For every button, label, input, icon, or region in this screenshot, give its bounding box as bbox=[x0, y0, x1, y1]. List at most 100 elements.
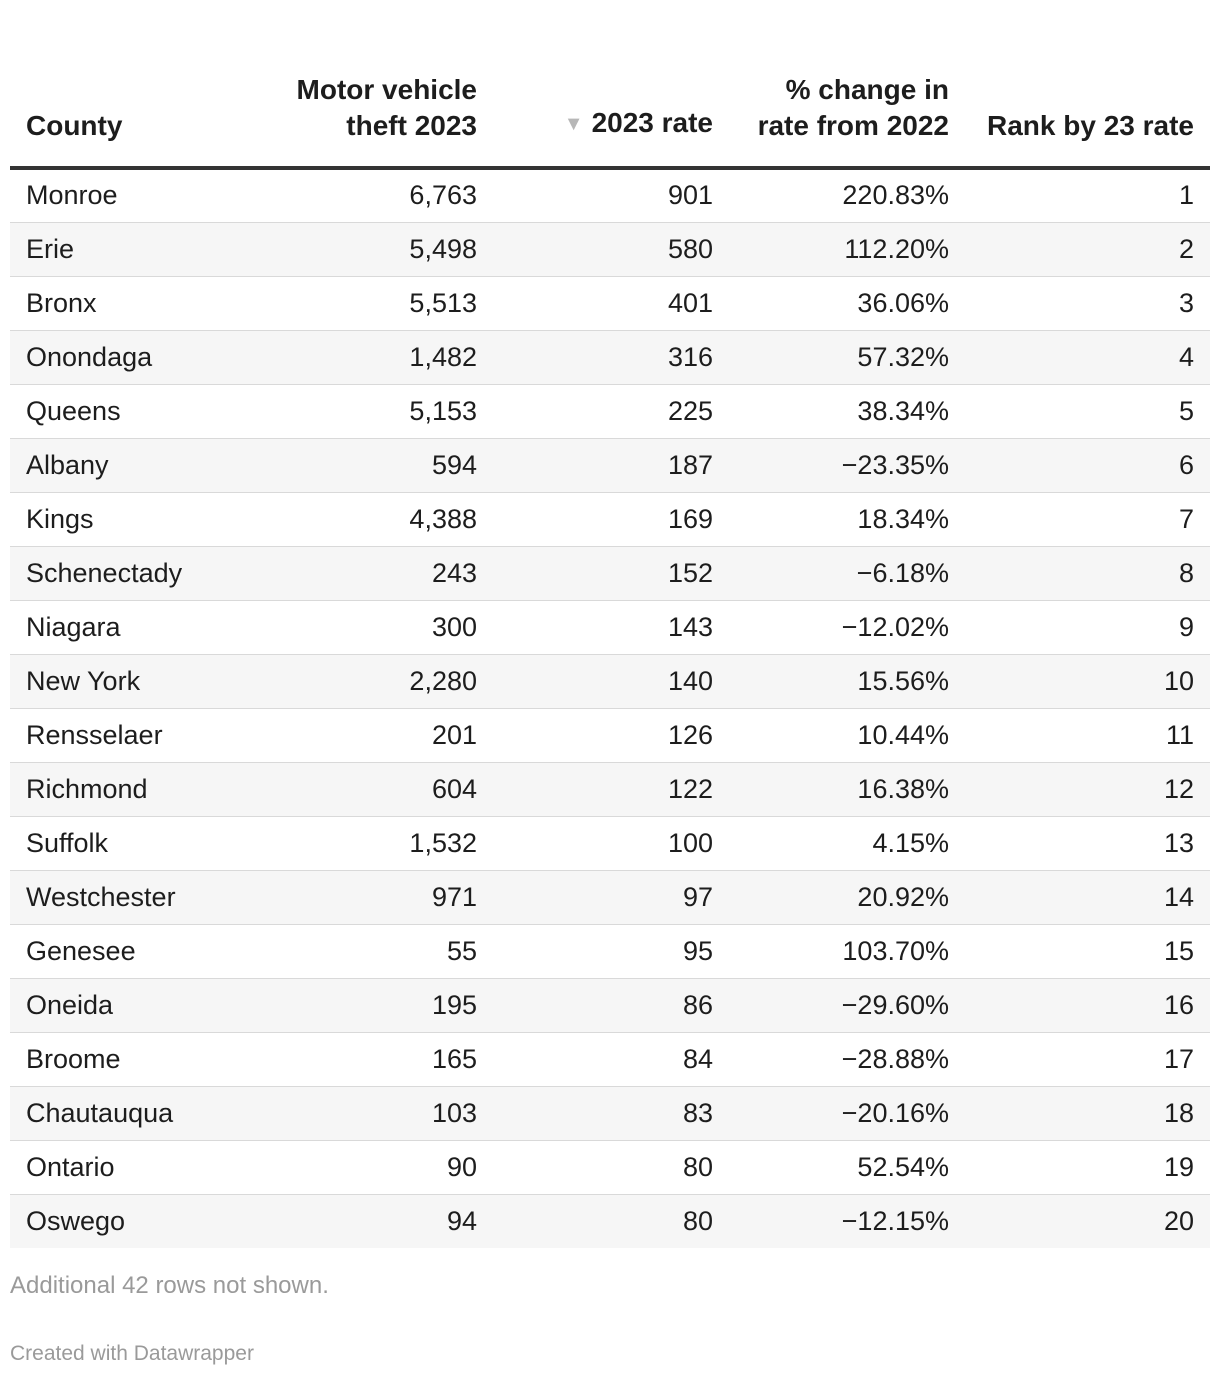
cell-rate: 86 bbox=[493, 978, 729, 1033]
cell-theft: 103 bbox=[260, 1086, 493, 1141]
cell-rank: 1 bbox=[965, 168, 1210, 223]
data-table-container: County Motor vehicle theft 2023 ▼ 2023 ra… bbox=[10, 0, 1210, 1248]
cell-change: 57.32% bbox=[729, 330, 965, 385]
cell-rate: 401 bbox=[493, 276, 729, 331]
cell-theft: 1,482 bbox=[260, 330, 493, 385]
cell-theft: 604 bbox=[260, 762, 493, 817]
table-row: Niagara 300 143 −12.02% 9 bbox=[10, 600, 1210, 655]
cell-county: Bronx bbox=[10, 276, 260, 331]
cell-rank: 5 bbox=[965, 384, 1210, 439]
cell-rate: 187 bbox=[493, 438, 729, 493]
cell-rate: 140 bbox=[493, 654, 729, 709]
cell-change: 103.70% bbox=[729, 924, 965, 979]
cell-theft: 594 bbox=[260, 438, 493, 493]
table-row: Monroe 6,763 901 220.83% 1 bbox=[10, 168, 1210, 223]
cell-county: Queens bbox=[10, 384, 260, 439]
cell-rank: 19 bbox=[965, 1140, 1210, 1195]
cell-rate: 122 bbox=[493, 762, 729, 817]
column-header-label: County bbox=[26, 110, 123, 141]
table-row: Suffolk 1,532 100 4.15% 13 bbox=[10, 816, 1210, 871]
column-header-rate[interactable]: ▼ 2023 rate bbox=[493, 0, 729, 170]
cell-rank: 20 bbox=[965, 1194, 1210, 1248]
table-header-row: County Motor vehicle theft 2023 ▼ 2023 ra… bbox=[10, 0, 1210, 170]
cell-change: 20.92% bbox=[729, 870, 965, 925]
table-row: Erie 5,498 580 112.20% 2 bbox=[10, 222, 1210, 277]
cell-change: 10.44% bbox=[729, 708, 965, 763]
cell-change: 36.06% bbox=[729, 276, 965, 331]
cell-county: Schenectady bbox=[10, 546, 260, 601]
cell-rank: 11 bbox=[965, 708, 1210, 763]
cell-county: Erie bbox=[10, 222, 260, 277]
cell-rank: 14 bbox=[965, 870, 1210, 925]
cell-county: Broome bbox=[10, 1032, 260, 1087]
cell-rate: 84 bbox=[493, 1032, 729, 1087]
cell-rate: 901 bbox=[493, 168, 729, 223]
cell-rate: 97 bbox=[493, 870, 729, 925]
column-header-change[interactable]: % change in rate from 2022 bbox=[729, 0, 965, 170]
table-row: Richmond 604 122 16.38% 12 bbox=[10, 762, 1210, 817]
cell-change: 18.34% bbox=[729, 492, 965, 547]
column-header-label: 2023 rate bbox=[591, 107, 713, 138]
cell-change: −29.60% bbox=[729, 978, 965, 1033]
crime-table: County Motor vehicle theft 2023 ▼ 2023 ra… bbox=[10, 0, 1210, 1248]
cell-rank: 9 bbox=[965, 600, 1210, 655]
cell-theft: 5,513 bbox=[260, 276, 493, 331]
cell-county: Monroe bbox=[10, 168, 260, 223]
sort-descending-icon: ▼ bbox=[563, 113, 584, 135]
cell-rank: 4 bbox=[965, 330, 1210, 385]
column-header-theft[interactable]: Motor vehicle theft 2023 bbox=[260, 0, 493, 170]
cell-rank: 12 bbox=[965, 762, 1210, 817]
cell-theft: 195 bbox=[260, 978, 493, 1033]
cell-rank: 10 bbox=[965, 654, 1210, 709]
cell-county: Niagara bbox=[10, 600, 260, 655]
table-row: Kings 4,388 169 18.34% 7 bbox=[10, 492, 1210, 547]
column-header-label: % change in rate from 2022 bbox=[757, 74, 949, 141]
cell-theft: 94 bbox=[260, 1194, 493, 1248]
cell-theft: 2,280 bbox=[260, 654, 493, 709]
table-row: Genesee 55 95 103.70% 15 bbox=[10, 924, 1210, 979]
cell-change: 16.38% bbox=[729, 762, 965, 817]
cell-rate: 83 bbox=[493, 1086, 729, 1141]
cell-change: 15.56% bbox=[729, 654, 965, 709]
table-row: Oswego 94 80 −12.15% 20 bbox=[10, 1194, 1210, 1248]
cell-rate: 169 bbox=[493, 492, 729, 547]
cell-rank: 18 bbox=[965, 1086, 1210, 1141]
cell-change: −20.16% bbox=[729, 1086, 965, 1141]
table-row: New York 2,280 140 15.56% 10 bbox=[10, 654, 1210, 709]
cell-rate: 143 bbox=[493, 600, 729, 655]
table-row: Westchester 971 97 20.92% 14 bbox=[10, 870, 1210, 925]
cell-rank: 3 bbox=[965, 276, 1210, 331]
column-header-label: Rank by 23 rate bbox=[987, 110, 1194, 141]
cell-county: Ontario bbox=[10, 1140, 260, 1195]
table-row: Queens 5,153 225 38.34% 5 bbox=[10, 384, 1210, 439]
column-header-rank[interactable]: Rank by 23 rate bbox=[965, 0, 1210, 170]
cell-theft: 165 bbox=[260, 1032, 493, 1087]
cell-change: −28.88% bbox=[729, 1032, 965, 1087]
cell-change: 112.20% bbox=[729, 222, 965, 277]
table-row: Chautauqua 103 83 −20.16% 18 bbox=[10, 1086, 1210, 1141]
datawrapper-credit: Created with Datawrapper bbox=[10, 1342, 254, 1365]
cell-county: Genesee bbox=[10, 924, 260, 979]
table-row: Oneida 195 86 −29.60% 16 bbox=[10, 978, 1210, 1033]
cell-rank: 7 bbox=[965, 492, 1210, 547]
cell-rate: 80 bbox=[493, 1140, 729, 1195]
table-row: Albany 594 187 −23.35% 6 bbox=[10, 438, 1210, 493]
cell-rank: 17 bbox=[965, 1032, 1210, 1087]
cell-theft: 6,763 bbox=[260, 168, 493, 223]
cell-rank: 8 bbox=[965, 546, 1210, 601]
cell-change: 220.83% bbox=[729, 168, 965, 223]
column-header-label: Motor vehicle theft 2023 bbox=[296, 74, 477, 141]
cell-rank: 16 bbox=[965, 978, 1210, 1033]
cell-county: Suffolk bbox=[10, 816, 260, 871]
cell-rate: 95 bbox=[493, 924, 729, 979]
cell-rank: 15 bbox=[965, 924, 1210, 979]
cell-theft: 1,532 bbox=[260, 816, 493, 871]
rows-not-shown-note: Additional 42 rows not shown. bbox=[10, 1272, 329, 1299]
cell-change: −23.35% bbox=[729, 438, 965, 493]
cell-county: Richmond bbox=[10, 762, 260, 817]
cell-rank: 2 bbox=[965, 222, 1210, 277]
cell-rank: 13 bbox=[965, 816, 1210, 871]
table-row: Ontario 90 80 52.54% 19 bbox=[10, 1140, 1210, 1195]
cell-theft: 5,498 bbox=[260, 222, 493, 277]
column-header-county[interactable]: County bbox=[10, 0, 260, 170]
